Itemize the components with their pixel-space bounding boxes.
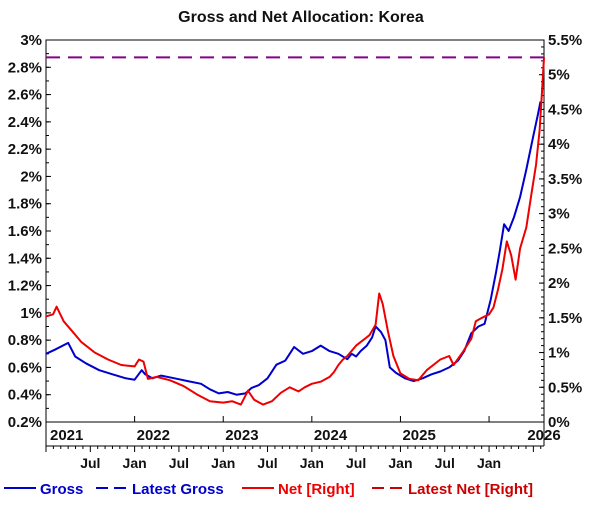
year-label: 2021 (50, 427, 83, 444)
left-tick-label: 1.6% (8, 223, 42, 240)
month-label: Jan (123, 455, 147, 471)
chart-title: Gross and Net Allocation: Korea (178, 9, 424, 26)
legend-label-latest-gross: Latest Gross (132, 481, 224, 498)
right-tick-label: 1% (548, 345, 570, 362)
left-tick-label: 2.8% (8, 59, 42, 76)
right-tick-label: 0.5% (548, 379, 582, 396)
left-tick-label: 0.8% (8, 332, 42, 349)
month-label: Jan (300, 455, 324, 471)
right-tick-label: 3.5% (548, 171, 582, 188)
right-tick-label: 3% (548, 206, 570, 223)
month-label: Jul (346, 455, 366, 471)
right-tick-label: 4.5% (548, 101, 582, 118)
month-label: Jul (80, 455, 100, 471)
right-tick-label: 5.5% (548, 32, 582, 49)
left-tick-label: 0.2% (8, 414, 42, 431)
left-tick-label: 1% (20, 305, 42, 322)
left-tick-label: 3% (20, 32, 42, 49)
month-axis: Jul Jan Jul Jan Jul Jan Jul Jan Jul Jan (45, 422, 545, 471)
legend-label-gross: Gross (40, 481, 83, 498)
month-label: Jan (477, 455, 501, 471)
left-tick-label: 2.2% (8, 141, 42, 158)
series-net-right (45, 57, 545, 406)
year-label: 2024 (314, 427, 348, 444)
left-tick-label: 1.8% (8, 196, 42, 213)
month-label: Jul (257, 455, 277, 471)
right-tick-label: 4% (548, 136, 570, 153)
year-labels: 2021 2022 2023 2024 2025 2026 (45, 416, 561, 444)
year-label: 2025 (402, 427, 435, 444)
right-tick-label: 1.5% (548, 310, 582, 327)
left-tick-label: 1.2% (8, 278, 42, 295)
month-label: Jul (169, 455, 189, 471)
left-axis: 0.2% 0.4% 0.6% 0.8% 1% 1.2% 1.4% 1.6% 1.8% 2% 2.2%… (8, 32, 51, 431)
left-tick-label: 2% (20, 168, 42, 185)
right-tick-label: 0% (548, 414, 570, 431)
month-label: Jan (211, 455, 235, 471)
series-gross (45, 101, 542, 396)
right-tick-label: 5% (548, 67, 570, 84)
left-tick-label: 2.4% (8, 114, 42, 131)
series-layer (45, 56, 545, 406)
month-label: Jan (388, 455, 412, 471)
legend-label-latest-net-right: Latest Net [Right] (408, 481, 533, 498)
year-label: 2022 (137, 427, 170, 444)
right-axis: 0% 0.5% 1% 1.5% 2% 2.5% 3% 3.5% 4% 4.5% 5% 5.5% (539, 32, 582, 431)
month-label: Jul (435, 455, 455, 471)
legend-label-net-right: Net [Right] (278, 481, 355, 498)
year-label: 2023 (225, 427, 258, 444)
right-tick-label: 2% (548, 275, 570, 292)
left-tick-label: 1.4% (8, 250, 42, 267)
left-tick-label: 0.4% (8, 387, 42, 404)
left-tick-label: 0.6% (8, 359, 42, 376)
left-tick-label: 2.6% (8, 87, 42, 104)
legend: Gross Latest Gross Net [Right] Latest Net [… (4, 481, 533, 498)
right-tick-label: 2.5% (548, 240, 582, 257)
